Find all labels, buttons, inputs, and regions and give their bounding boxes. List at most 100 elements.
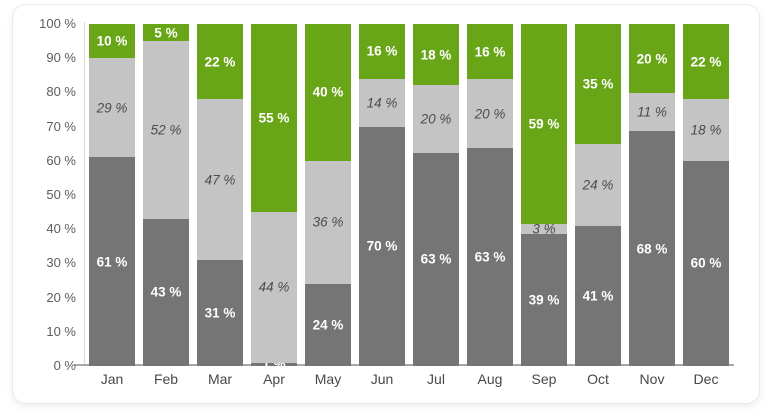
segment-value-label: 22 % [204,54,236,70]
month-label-apr: Apr [263,371,285,387]
segment-value-label: 18 % [690,122,722,138]
segment-value-label: 20 % [636,51,668,67]
segment-value-label: 11 % [637,104,667,120]
segment-value-label: 35 % [582,76,614,92]
segment-value-label: 16 % [366,43,398,59]
bar-segment-dark-gray-bottom: 43 % [143,218,189,366]
segment-value-label: 16 % [474,44,506,60]
bar-segment-light-gray-middle: 3 % [521,221,567,236]
y-tick-label: 10 % [46,323,76,339]
bar-segment-light-gray-middle: 20 % [467,79,513,149]
segment-value-label: 41 % [582,288,614,304]
bar-segment-dark-gray-bottom: 60 % [683,160,729,366]
segment-value-label: 44 % [258,279,290,295]
segment-value-label: 29 % [96,100,128,116]
segment-value-label: 22 % [690,54,722,70]
bar-segment-green-top: 22 % [197,24,243,100]
y-tick-label: 0 % [53,358,76,373]
y-axis-line [84,22,85,366]
segment-value-label: 43 % [150,284,182,300]
segment-value-label: 52 % [150,122,182,138]
segment-value-label: 63 % [420,251,452,267]
y-tick-label: 70 % [46,118,76,134]
bar-segment-green-top: 18 % [413,24,459,85]
segment-value-label: 31 % [204,305,236,321]
bar-segment-green-top: 10 % [89,24,135,59]
bar-segment-green-top: 22 % [683,24,729,100]
bar-segment-light-gray-middle: 36 % [305,160,351,284]
stacked-bar-mar: 31 % 47 % 22 % [197,24,243,366]
segment-value-label: 61 % [96,254,128,270]
segment-value-label: 10 % [96,33,128,49]
month-label-nov: Nov [639,371,665,387]
bar-segment-dark-gray-bottom: 70 % [359,126,405,366]
bar-segment-dark-gray-bottom: 63 % [467,148,513,366]
bar-segment-light-gray-middle: 11 % [629,93,675,132]
stacked-bar-nov: 68 % 11 % 20 % [629,24,675,366]
segment-value-label: 24 % [312,317,344,333]
y-tick-label: 20 % [46,289,76,305]
stacked-bar-apr: 1 % 44 % 55 % [251,24,297,372]
month-label-mar: Mar [207,371,233,387]
y-tick-label: 90 % [46,50,76,66]
segment-value-label: 39 % [528,292,560,308]
segment-value-label: 20 % [420,111,452,127]
bar-segment-dark-gray-bottom: 24 % [305,283,351,366]
x-axis-category-labels: Jan Feb Mar Apr May Jun Jul Aug Sep Oct Nov Dec [89,371,729,387]
stacked-bar-plot-area: 61 % 29 % 10 % 43 % 52 % 5 % 31 % 47 % 22 % 1 % 44… [89,24,729,372]
month-label-sep: Sep [531,371,557,387]
bar-segment-light-gray-middle: 44 % [251,212,297,363]
bar-segment-light-gray-middle: 20 % [413,84,459,153]
bar-segment-light-gray-middle: 52 % [143,41,189,219]
bar-segment-green-top: 35 % [575,24,621,144]
bar-segment-green-top: 16 % [359,24,405,79]
segment-value-label: 36 % [312,214,344,230]
segment-value-label: 55 % [258,110,290,126]
bar-segment-light-gray-middle: 29 % [89,58,135,158]
segment-value-label: 20 % [474,106,506,122]
stacked-bar-may: 24 % 36 % 40 % [305,24,351,366]
bar-segment-dark-gray-bottom: 68 % [629,131,675,366]
bar-segment-light-gray-middle: 14 % [359,78,405,127]
month-label-may: May [314,371,342,387]
y-tick-label: 60 % [46,152,76,168]
bar-segment-green-top: 5 % [143,24,189,42]
stacked-bar-dec: 60 % 18 % 22 % [683,24,729,366]
segment-value-label: 60 % [690,255,722,271]
segment-value-label: 24 % [582,177,614,193]
bar-segment-dark-gray-bottom: 41 % [575,225,621,366]
month-label-jul: Jul [427,371,445,387]
bar-segment-dark-gray-bottom: 31 % [197,259,243,366]
month-label-dec: Dec [693,371,719,387]
segment-value-label: 40 % [312,84,344,100]
stacked-bar-aug: 63 % 20 % 16 % [467,24,513,366]
month-label-aug: Aug [477,371,503,387]
segment-value-label: 47 % [204,172,236,188]
bar-segment-light-gray-middle: 24 % [575,143,621,226]
month-label-feb: Feb [153,371,179,387]
y-tick-label: 100 % [39,16,76,31]
month-label-jun: Jun [370,371,394,387]
bar-segment-light-gray-middle: 18 % [683,99,729,161]
y-tick-label: 50 % [46,187,76,202]
bar-segment-dark-gray-bottom: 1 % [251,357,297,372]
bar-segment-green-top: 55 % [251,24,297,213]
stacked-bar-sep: 39 % 3 % 59 % [521,24,567,366]
segment-value-label: 63 % [474,249,506,265]
y-tick-label: 40 % [46,221,76,237]
segment-value-label: 59 % [528,116,560,132]
segment-value-label: 14 % [366,95,398,111]
stacked-bar-jul: 63 % 20 % 18 % [413,24,459,366]
y-tick-label: 30 % [46,255,76,271]
segment-value-label: 18 % [420,47,452,62]
bar-segment-green-top: 16 % [467,24,513,80]
y-tick-label: 80 % [46,84,76,100]
segment-value-label: 70 % [366,238,398,254]
segment-value-label: 5 % [154,25,178,41]
bar-segment-green-top: 40 % [305,24,351,161]
bar-segment-dark-gray-bottom: 61 % [89,157,135,366]
segment-value-label: 68 % [636,241,668,257]
stacked-bar-feb: 43 % 52 % 5 % [143,24,189,366]
bar-segment-dark-gray-bottom: 63 % [413,152,459,366]
stacked-bar-oct: 41 % 24 % 35 % [575,24,621,366]
